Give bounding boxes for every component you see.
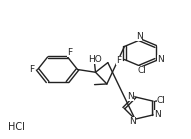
- Text: F: F: [116, 56, 121, 65]
- Text: HCl: HCl: [8, 122, 25, 132]
- Text: Cl: Cl: [157, 96, 165, 105]
- Text: N: N: [154, 110, 161, 119]
- Text: F: F: [29, 65, 34, 74]
- Text: F: F: [67, 48, 72, 57]
- Text: N: N: [129, 117, 136, 126]
- Text: N: N: [136, 32, 142, 41]
- Text: N: N: [128, 92, 134, 101]
- Text: HO: HO: [88, 55, 101, 64]
- Text: Cl: Cl: [138, 66, 146, 75]
- Text: N: N: [157, 55, 164, 64]
